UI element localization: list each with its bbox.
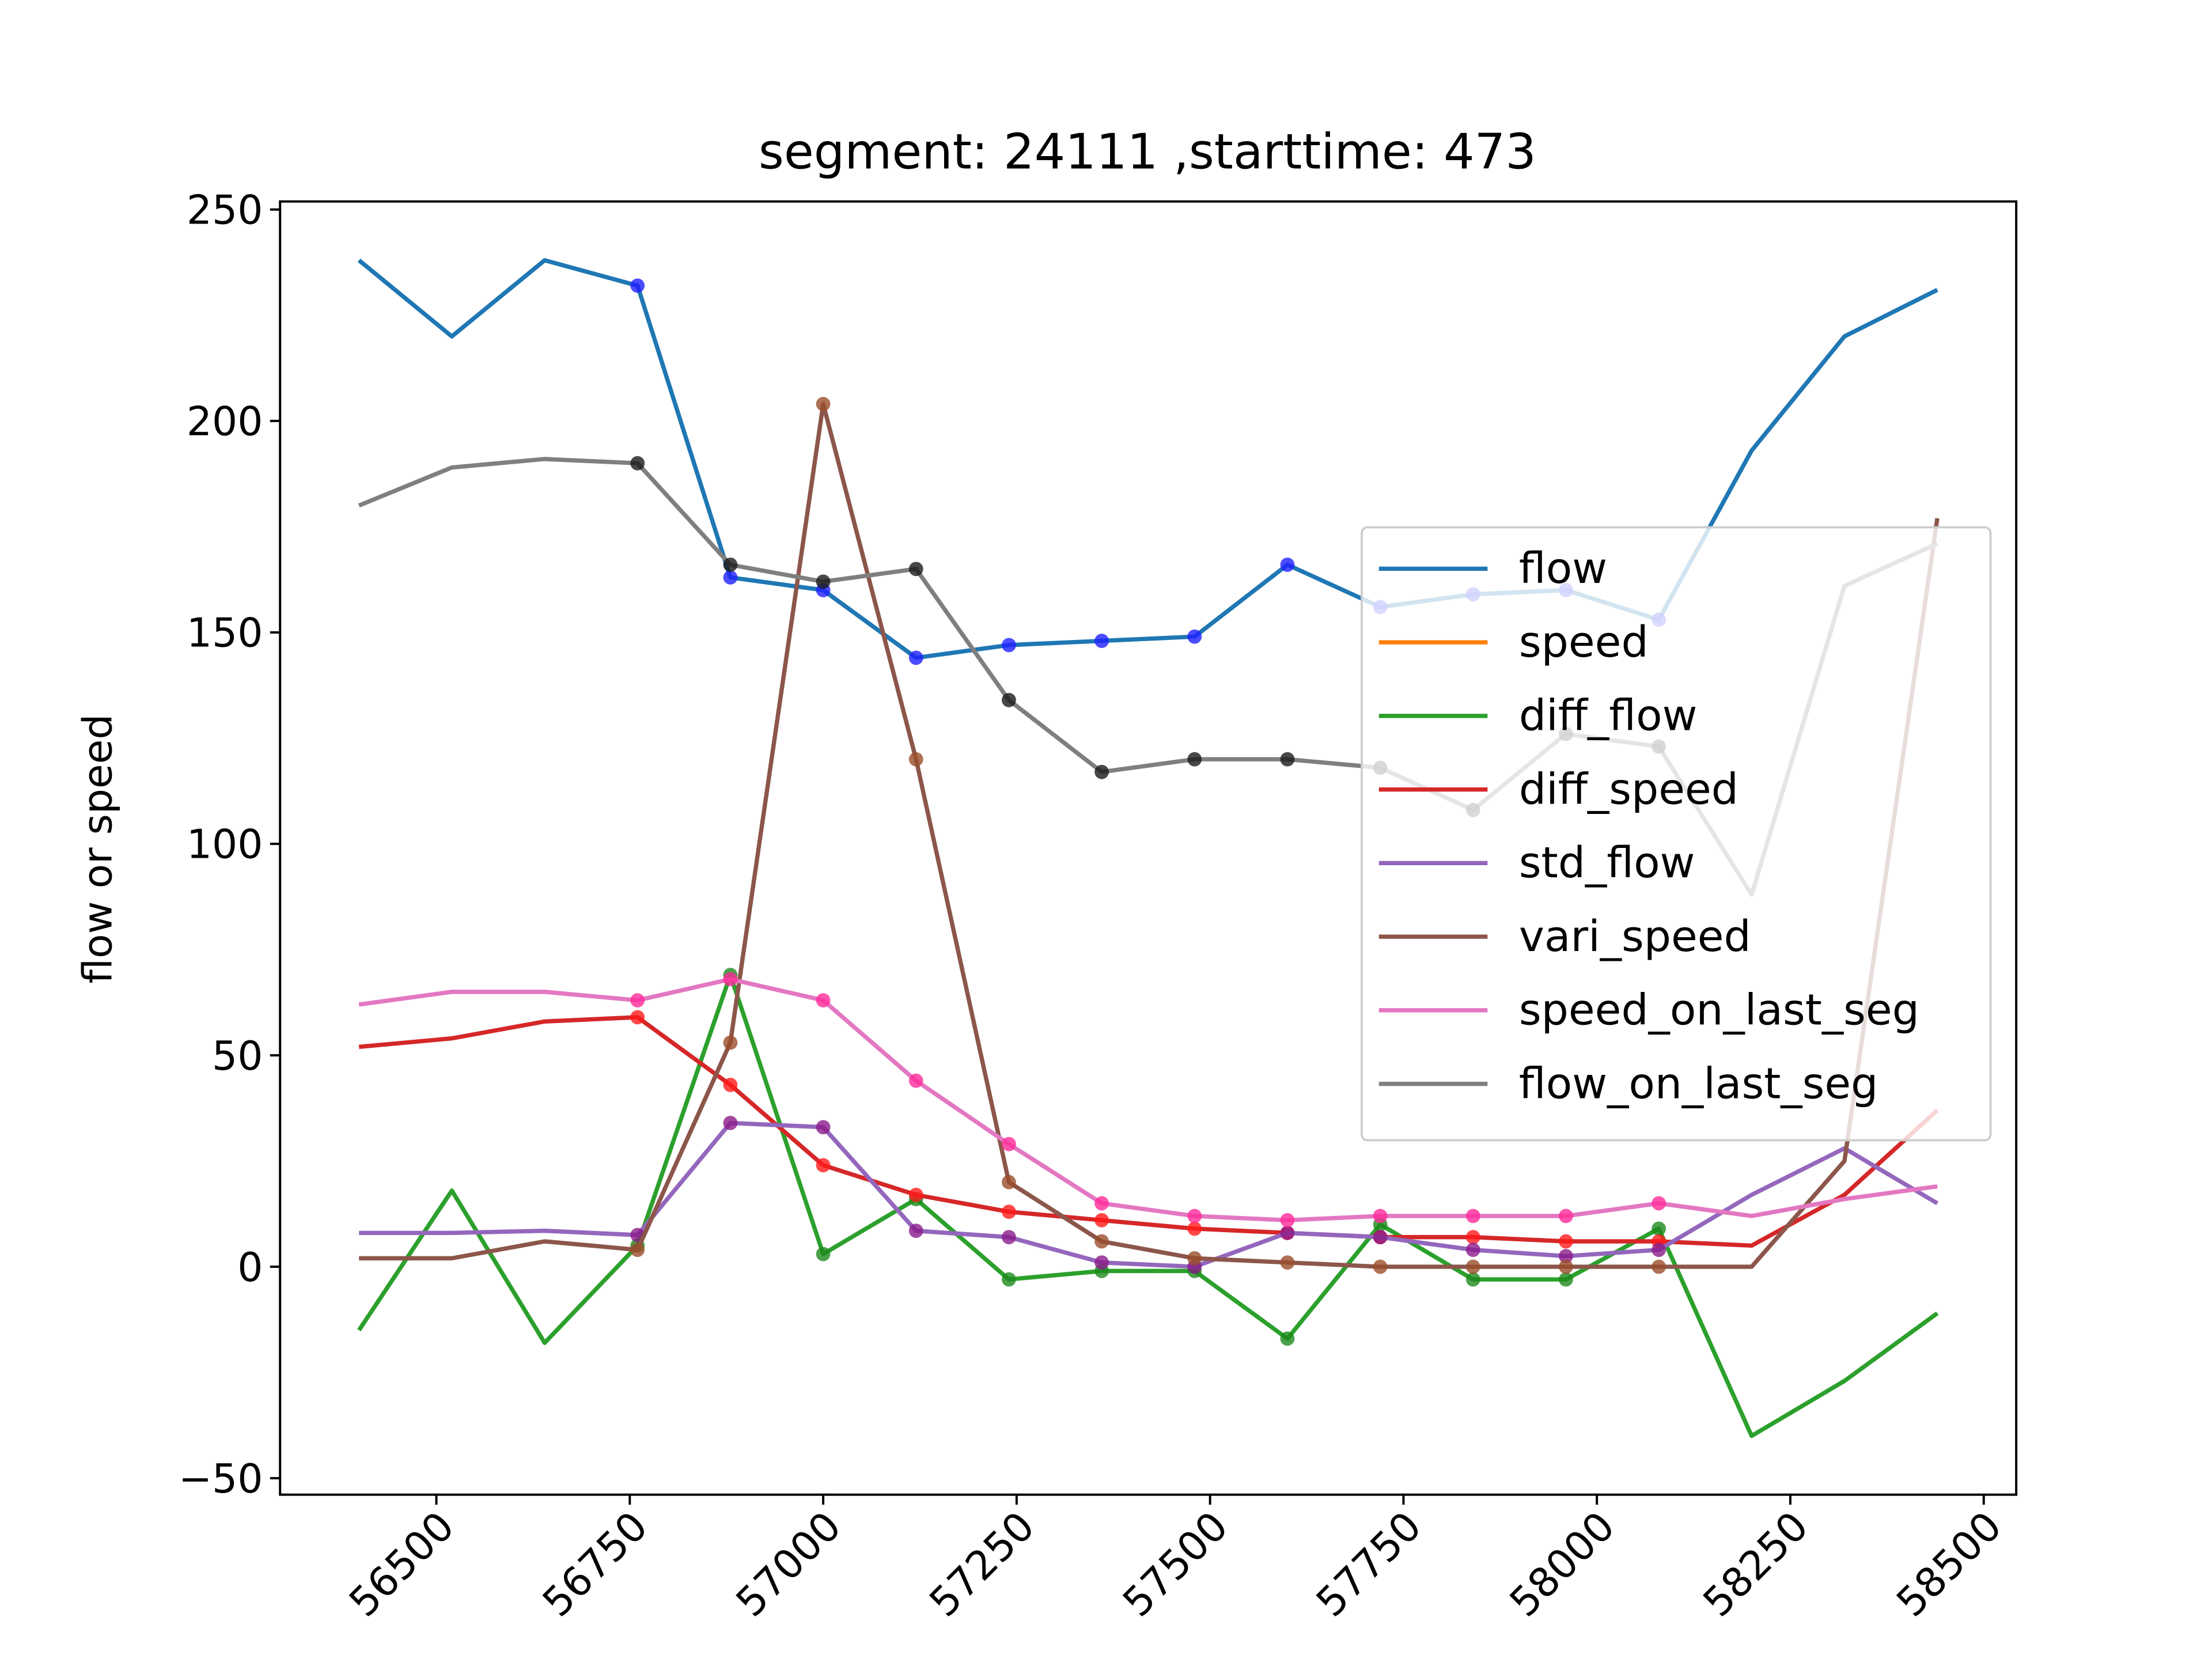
series-marker: [630, 1243, 645, 1257]
series-marker: [723, 1077, 738, 1092]
series-marker: [908, 562, 923, 577]
series-marker: [816, 1247, 831, 1262]
series-marker: [1280, 1331, 1295, 1346]
y-tick-label: 250: [187, 188, 263, 234]
y-axis-label: flow or speed: [75, 714, 121, 984]
series-marker: [630, 278, 645, 293]
series-marker: [816, 397, 831, 411]
series-marker: [1094, 1234, 1109, 1249]
series-marker: [1187, 629, 1202, 644]
legend-label: std_flow: [1519, 838, 1695, 888]
y-tick-label: 200: [187, 399, 263, 445]
series-marker: [1373, 1259, 1388, 1274]
axes-frame: [279, 200, 2018, 1496]
chart-title: segment: 24111 ,starttime: 473: [759, 124, 1536, 180]
series-marker: [1002, 1272, 1016, 1287]
y-tick-label: 0: [237, 1245, 263, 1291]
x-tick-label: 58500: [1888, 1503, 2011, 1626]
series-marker: [1465, 1230, 1480, 1245]
series-marker: [723, 1116, 738, 1130]
series-line: [358, 977, 1938, 1223]
legend-box: [1361, 526, 1992, 1142]
series-marker: [816, 1158, 831, 1173]
series-marker: [1559, 1234, 1573, 1249]
series-marker: [1652, 1259, 1666, 1274]
series-marker: [630, 993, 645, 1007]
series-marker: [1652, 1243, 1666, 1257]
series-marker: [630, 1010, 645, 1025]
legend-label: speed: [1519, 617, 1649, 667]
series-marker: [1094, 1213, 1109, 1228]
series-marker: [1465, 1272, 1480, 1287]
series-marker: [816, 574, 831, 589]
series-marker: [1002, 1175, 1016, 1190]
series-marker: [1187, 1209, 1202, 1224]
series-marker: [1465, 1259, 1480, 1274]
legend-label: flow: [1519, 543, 1607, 593]
series-marker: [1373, 1230, 1388, 1245]
legend-label: diff_speed: [1519, 764, 1738, 814]
series-marker: [1280, 1255, 1295, 1270]
series-marker: [1559, 1272, 1573, 1287]
series-marker: [1094, 1196, 1109, 1211]
plot-area: [357, 258, 1940, 1438]
series-marker: [1373, 1209, 1388, 1224]
series-marker: [1187, 1251, 1202, 1266]
series-marker: [1559, 1259, 1573, 1274]
series-marker: [1652, 1221, 1666, 1236]
series-marker: [908, 752, 923, 767]
series-marker: [1002, 1137, 1016, 1152]
series-marker: [816, 1120, 831, 1135]
series-marker: [1002, 692, 1016, 707]
y-tick-label: 100: [187, 822, 263, 868]
series-marker: [1280, 1213, 1295, 1228]
legend-label: flow_on_last_seg: [1519, 1058, 1878, 1108]
series-marker: [1187, 752, 1202, 767]
series-marker: [1094, 1255, 1109, 1270]
series-marker: [1652, 1196, 1666, 1211]
series-marker: [816, 993, 831, 1007]
series-marker: [723, 972, 738, 987]
series-marker: [1465, 1209, 1480, 1224]
series-line: [359, 402, 1940, 1269]
series-marker: [908, 1224, 923, 1238]
series-marker: [1002, 1230, 1016, 1245]
x-tick-label: 56500: [340, 1503, 463, 1626]
series-marker: [908, 1187, 923, 1202]
series-marker: [723, 1035, 738, 1050]
legend-label: speed_on_last_seg: [1519, 985, 1919, 1035]
series-line: [357, 972, 1939, 1438]
series-marker: [1094, 634, 1109, 648]
x-tick-label: 57500: [1115, 1503, 1237, 1626]
series-marker: [1094, 764, 1109, 779]
x-tick-label: 57250: [921, 1503, 1044, 1626]
series-line: [359, 1120, 1939, 1269]
legend-label: diff_flow: [1519, 691, 1698, 741]
series-marker: [1002, 638, 1016, 653]
series-marker: [1280, 1225, 1295, 1240]
series-marker: [1559, 1209, 1573, 1224]
x-tick-label: 56750: [534, 1503, 657, 1626]
series-marker: [630, 456, 645, 471]
x-tick-label: 57000: [728, 1503, 850, 1626]
legend-label: vari_speed: [1519, 911, 1751, 961]
y-tick-label: 50: [212, 1033, 263, 1080]
series-marker: [1002, 1205, 1016, 1219]
x-tick-label: 58000: [1501, 1503, 1624, 1626]
x-tick-label: 58250: [1695, 1503, 1817, 1626]
series-marker: [908, 650, 923, 665]
y-tick-label: 150: [187, 611, 263, 657]
series-marker: [1280, 752, 1295, 767]
series-marker: [723, 557, 738, 572]
series-marker: [1187, 1221, 1202, 1236]
series-marker: [1559, 1249, 1573, 1264]
series-marker: [1280, 557, 1295, 572]
series-marker: [908, 1073, 923, 1088]
y-tick-label: −50: [179, 1456, 263, 1502]
x-tick-label: 57750: [1308, 1503, 1430, 1626]
series-marker: [1465, 1243, 1480, 1257]
series-marker: [723, 570, 738, 585]
